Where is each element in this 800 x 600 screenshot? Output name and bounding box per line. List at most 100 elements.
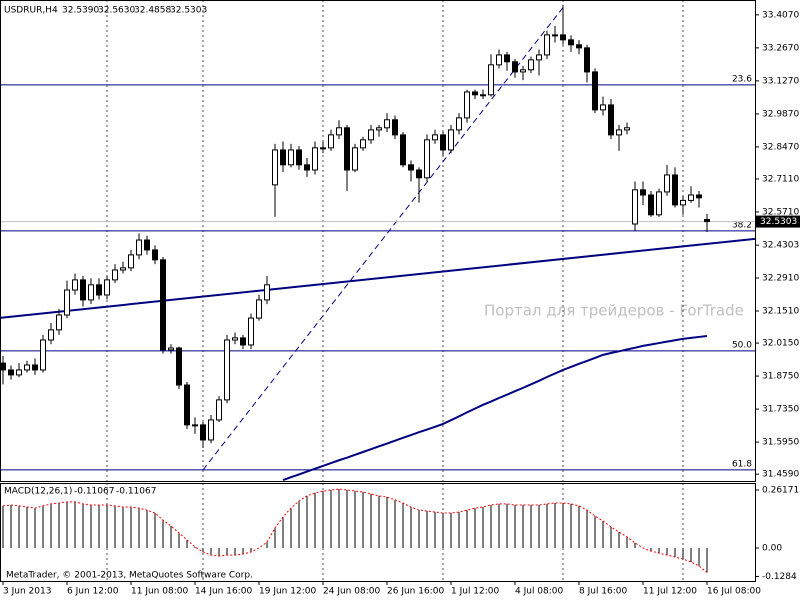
y-tick-label: 31.5950 bbox=[762, 438, 799, 448]
x-tick-label: 14 Jun 16:00 bbox=[195, 587, 252, 597]
candle-body bbox=[352, 147, 358, 171]
candle-body bbox=[568, 39, 574, 46]
candle-body bbox=[680, 199, 686, 206]
x-tick-label: 16 Jul 08:00 bbox=[707, 587, 761, 597]
candle-body bbox=[32, 364, 38, 371]
fib-label: 38.2 bbox=[732, 220, 752, 230]
y-tick-label: 32.2910 bbox=[762, 273, 799, 283]
candle-body bbox=[424, 139, 430, 179]
y-tick-label: 33.1270 bbox=[762, 76, 799, 86]
candle-body bbox=[592, 71, 598, 111]
candle-body bbox=[200, 424, 206, 441]
candle-body bbox=[528, 59, 534, 71]
low-value: 32.4858 bbox=[134, 6, 171, 16]
candle-body bbox=[344, 127, 350, 171]
fib-label: 61.8 bbox=[732, 459, 752, 469]
candle-body bbox=[312, 147, 318, 171]
x-tick-label: 6 Jun 12:00 bbox=[67, 587, 119, 597]
y-tick-label: -0.1284 bbox=[762, 572, 797, 582]
macd-label: MACD(12,26,1) bbox=[4, 487, 72, 497]
candle-body bbox=[304, 164, 310, 171]
candle-body bbox=[88, 284, 94, 301]
candle-body bbox=[104, 279, 110, 296]
trendline bbox=[0, 237, 755, 319]
y-tick-label: 32.0150 bbox=[762, 339, 799, 349]
candle-body bbox=[616, 129, 622, 136]
candle-body bbox=[40, 339, 46, 371]
x-tick-label: 4 Jul 08:00 bbox=[515, 587, 564, 597]
candle-body bbox=[672, 174, 678, 206]
candle-body bbox=[72, 279, 78, 291]
x-tick-label: 11 Jul 12:00 bbox=[643, 587, 697, 597]
x-tick-label: 26 Jun 16:00 bbox=[387, 587, 444, 597]
candle-body bbox=[576, 44, 582, 49]
candle-body bbox=[608, 104, 614, 136]
candle-body bbox=[512, 61, 518, 73]
watermark: Портал для трейдеров - ForTrade bbox=[484, 302, 744, 320]
y-tick-label: 31.4590 bbox=[762, 470, 799, 480]
candle-body bbox=[232, 337, 238, 341]
close-value: 32.5303 bbox=[170, 6, 207, 16]
candle-body bbox=[624, 127, 630, 131]
macd-frame bbox=[0, 483, 756, 582]
candle-body bbox=[480, 94, 486, 97]
y-tick-label: 0.00 bbox=[762, 543, 782, 553]
candle-body bbox=[80, 279, 86, 301]
macd-value: -0.11067 bbox=[74, 487, 114, 497]
y-tick-label: 32.5710 bbox=[762, 207, 799, 217]
y-tick-label: 32.1510 bbox=[762, 306, 799, 316]
candle-body bbox=[600, 104, 606, 111]
price-frame bbox=[0, 0, 756, 482]
candle-body bbox=[144, 239, 150, 251]
candle-body bbox=[416, 169, 422, 179]
fib-label: 23.6 bbox=[732, 74, 752, 84]
y-tick-label: 31.7350 bbox=[762, 405, 799, 415]
candle-body bbox=[0, 362, 6, 371]
x-tick-label: 19 Jun 12:00 bbox=[259, 587, 316, 597]
candle-body bbox=[440, 134, 446, 151]
y-tick-label: 33.4070 bbox=[762, 10, 799, 20]
candle-body bbox=[328, 134, 334, 149]
candle-body bbox=[488, 64, 494, 96]
candle-body bbox=[664, 174, 670, 193]
candle-body bbox=[152, 249, 158, 261]
y-tick-label: 33.2670 bbox=[762, 43, 799, 53]
x-tick-label: 1 Jul 12:00 bbox=[451, 587, 500, 597]
candle-body bbox=[272, 149, 278, 186]
candle-body bbox=[704, 219, 710, 223]
candle-body bbox=[240, 337, 246, 346]
moving-average bbox=[282, 334, 708, 481]
candle-body bbox=[696, 194, 702, 199]
candle-body bbox=[24, 364, 30, 371]
y-tick-label: 32.7110 bbox=[762, 174, 799, 184]
macd-panel bbox=[2, 483, 708, 581]
candle-body bbox=[496, 54, 502, 66]
price-marker-label: 32.5303 bbox=[760, 217, 797, 227]
candle-body bbox=[536, 54, 542, 61]
candle-body bbox=[208, 419, 214, 441]
candle-body bbox=[256, 299, 262, 319]
candle-body bbox=[552, 34, 558, 37]
candle-body bbox=[376, 127, 382, 131]
candle-body bbox=[56, 314, 62, 331]
candle-body bbox=[432, 134, 438, 141]
candle-body bbox=[184, 384, 190, 426]
candle-body bbox=[400, 134, 406, 166]
candle-body bbox=[224, 339, 230, 401]
candle-body bbox=[264, 284, 270, 301]
candle-body bbox=[360, 139, 366, 149]
candle-body bbox=[648, 194, 654, 216]
candle-body bbox=[320, 147, 326, 150]
candle-body bbox=[368, 129, 374, 141]
candle-body bbox=[288, 149, 294, 166]
candle-body bbox=[560, 34, 566, 41]
candle-body bbox=[520, 69, 526, 73]
candle-body bbox=[456, 117, 462, 131]
footer: MetaTrader, © 2001-2013, MetaQuotes Soft… bbox=[6, 571, 253, 581]
y-tick-label: 32.9870 bbox=[762, 109, 799, 119]
candle-body bbox=[168, 347, 174, 351]
candle-body bbox=[192, 424, 198, 427]
